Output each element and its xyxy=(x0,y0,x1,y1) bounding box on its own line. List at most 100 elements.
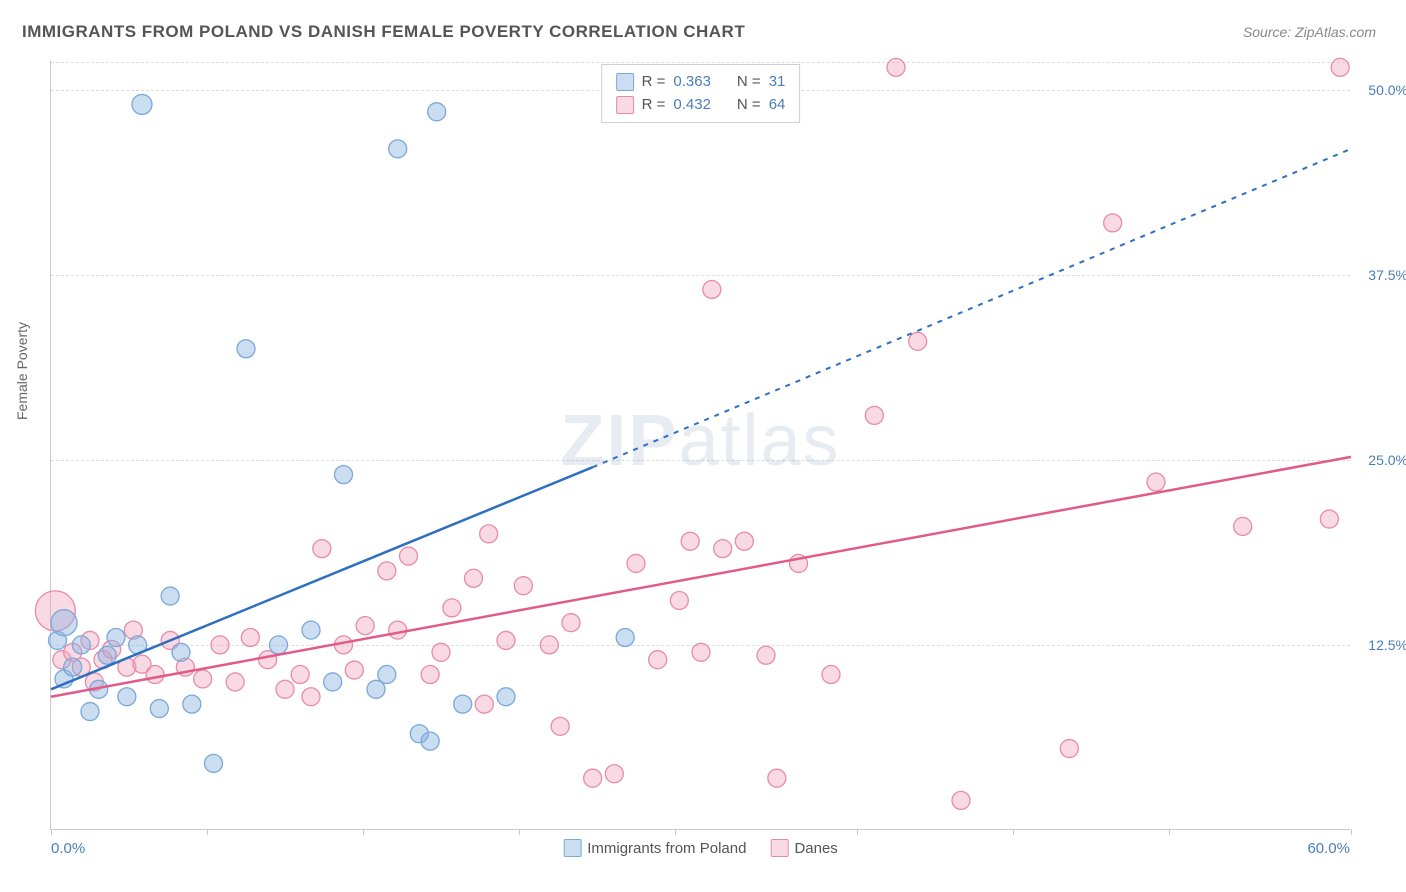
scatter-point xyxy=(118,688,136,706)
legend-bottom: Immigrants from Poland Danes xyxy=(563,839,838,857)
scatter-point xyxy=(98,646,116,664)
scatter-point xyxy=(211,636,229,654)
scatter-point xyxy=(132,94,152,114)
y-tick-label: 25.0% xyxy=(1368,452,1406,468)
scatter-point xyxy=(514,577,532,595)
r-value-danes: 0.432 xyxy=(673,94,711,117)
scatter-point xyxy=(302,621,320,639)
chart-title: IMMIGRANTS FROM POLAND VS DANISH FEMALE … xyxy=(22,22,745,42)
scatter-point xyxy=(670,591,688,609)
scatter-point xyxy=(757,646,775,664)
n-label: N = xyxy=(737,71,761,94)
chart-svg xyxy=(51,60,1350,829)
scatter-point xyxy=(1104,214,1122,232)
scatter-point xyxy=(389,140,407,158)
scatter-point xyxy=(1147,473,1165,491)
scatter-point xyxy=(241,629,259,647)
swatch-danes xyxy=(616,96,634,114)
scatter-point xyxy=(313,540,331,558)
r-label: R = xyxy=(642,71,666,94)
scatter-point xyxy=(714,540,732,558)
swatch-poland-icon xyxy=(563,839,581,857)
legend-top-row-poland: R = 0.363 N = 31 xyxy=(616,71,786,94)
scatter-point xyxy=(237,340,255,358)
r-value-poland: 0.363 xyxy=(673,71,711,94)
scatter-point xyxy=(146,666,164,684)
scatter-point xyxy=(887,58,905,76)
series-label-danes: Danes xyxy=(794,840,837,857)
scatter-point xyxy=(72,636,90,654)
scatter-point xyxy=(51,610,77,636)
scatter-point xyxy=(270,636,288,654)
scatter-point xyxy=(584,769,602,787)
n-value-danes: 64 xyxy=(769,94,786,117)
scatter-point xyxy=(428,103,446,121)
scatter-point xyxy=(400,547,418,565)
scatter-point xyxy=(454,695,472,713)
scatter-point xyxy=(276,680,294,698)
scatter-point xyxy=(378,666,396,684)
scatter-point xyxy=(865,406,883,424)
r-label: R = xyxy=(642,94,666,117)
scatter-point xyxy=(324,673,342,691)
scatter-point xyxy=(1234,517,1252,535)
scatter-point xyxy=(627,554,645,572)
scatter-point xyxy=(1331,58,1349,76)
scatter-point xyxy=(421,666,439,684)
scatter-point xyxy=(497,688,515,706)
scatter-point xyxy=(822,666,840,684)
scatter-point xyxy=(389,621,407,639)
scatter-point xyxy=(81,703,99,721)
x-tick xyxy=(363,829,364,835)
scatter-point xyxy=(205,754,223,772)
y-axis-label: Female Poverty xyxy=(14,322,30,420)
x-tick xyxy=(857,829,858,835)
scatter-point xyxy=(480,525,498,543)
scatter-point xyxy=(692,643,710,661)
trendline-poland-dashed xyxy=(593,149,1351,467)
scatter-point xyxy=(378,562,396,580)
legend-top-row-danes: R = 0.432 N = 64 xyxy=(616,94,786,117)
scatter-point xyxy=(443,599,461,617)
source-attribution: Source: ZipAtlas.com xyxy=(1243,24,1376,40)
scatter-point xyxy=(107,629,125,647)
swatch-poland xyxy=(616,73,634,91)
scatter-point xyxy=(226,673,244,691)
x-tick xyxy=(1013,829,1014,835)
y-tick-label: 12.5% xyxy=(1368,637,1406,653)
y-tick-label: 37.5% xyxy=(1368,267,1406,283)
legend-item-danes: Danes xyxy=(770,839,837,857)
plot-area: 12.5%25.0%37.5%50.0% ZIPatlas R = 0.363 … xyxy=(50,60,1350,830)
x-tick xyxy=(1351,829,1352,835)
x-tick xyxy=(207,829,208,835)
scatter-point xyxy=(649,651,667,669)
scatter-point xyxy=(605,765,623,783)
legend-top: R = 0.363 N = 31 R = 0.432 N = 64 xyxy=(601,64,801,123)
scatter-point xyxy=(150,700,168,718)
scatter-point xyxy=(432,643,450,661)
scatter-point xyxy=(194,670,212,688)
scatter-point xyxy=(291,666,309,684)
scatter-point xyxy=(551,717,569,735)
trendline-poland-solid xyxy=(51,467,593,689)
series-label-poland: Immigrants from Poland xyxy=(587,840,746,857)
swatch-danes-icon xyxy=(770,839,788,857)
scatter-point xyxy=(345,661,363,679)
scatter-point xyxy=(302,688,320,706)
scatter-point xyxy=(161,587,179,605)
scatter-point xyxy=(562,614,580,632)
scatter-point xyxy=(1320,510,1338,528)
legend-item-poland: Immigrants from Poland xyxy=(563,839,746,857)
scatter-point xyxy=(475,695,493,713)
x-tick xyxy=(1169,829,1170,835)
scatter-point xyxy=(681,532,699,550)
x-end-label: 60.0% xyxy=(1307,840,1350,857)
x-tick xyxy=(675,829,676,835)
scatter-point xyxy=(465,569,483,587)
scatter-point xyxy=(703,281,721,299)
scatter-point xyxy=(768,769,786,787)
scatter-point xyxy=(616,629,634,647)
scatter-point xyxy=(356,617,374,635)
scatter-point xyxy=(909,332,927,350)
scatter-point xyxy=(952,791,970,809)
